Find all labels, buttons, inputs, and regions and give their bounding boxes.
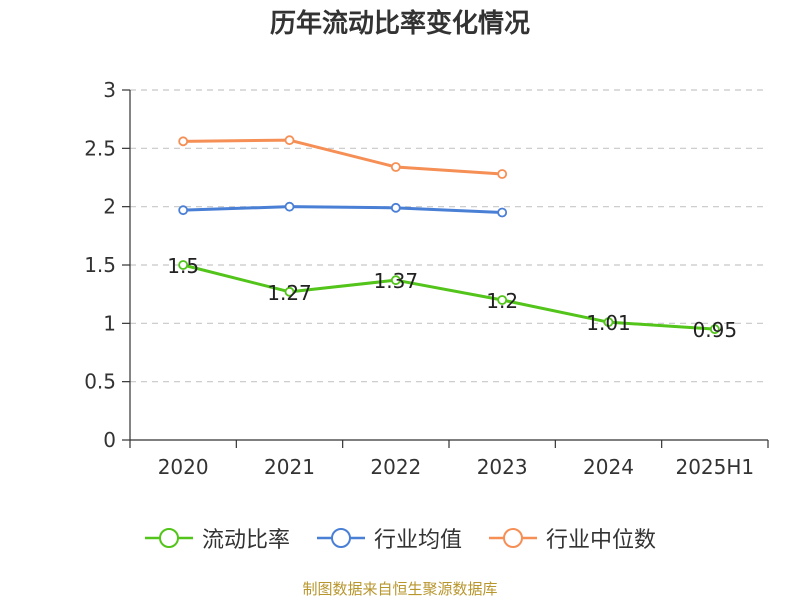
y-tick-label: 1.5 (84, 253, 116, 277)
data-point (390, 162, 401, 172)
data-point (178, 136, 189, 147)
data-point (178, 260, 189, 270)
x-tick-label: 2024 (583, 455, 634, 479)
x-tick-label: 2023 (477, 455, 528, 479)
data-label: 1.37 (374, 269, 419, 293)
x-tick-label: 2022 (370, 455, 421, 479)
data-point (284, 286, 295, 297)
data-point (603, 317, 614, 328)
data-label: 0.95 (693, 318, 738, 342)
data-point (390, 202, 401, 213)
legend-marker-icon (316, 528, 365, 548)
source-note: 制图数据来自恒生聚源数据库 (302, 580, 498, 598)
data-point (178, 205, 189, 216)
grid-lines (130, 89, 768, 383)
data-point (497, 295, 508, 305)
data-labels: 1.5 1.27 1.37 1.2 1.01 0.95 (167, 254, 737, 342)
legend-label: 流动比率 (201, 528, 290, 553)
data-label: 1.2 (486, 289, 518, 313)
data-point (709, 324, 720, 335)
y-tick-label: 2 (103, 195, 116, 219)
legend: 流动比率 行业均值 行业中位数 (0, 520, 800, 556)
y-tick-label: 1 (103, 311, 116, 335)
axes: 0 0.5 1 1.5 2 2.5 3 2020 2021 2022 2023 2024 2025H1 (84, 78, 769, 479)
y-tick-label: 2.5 (84, 136, 116, 160)
series-line (181, 138, 504, 176)
data-point (284, 201, 295, 212)
chart-title: 历年流动比率变化情况 (269, 9, 530, 39)
data-point (497, 169, 508, 179)
x-tick-label: 2025H1 (675, 455, 754, 479)
legend-marker-icon (144, 528, 193, 548)
legend-item[interactable]: 行业中位数 (488, 522, 656, 554)
series-line (181, 263, 717, 331)
data-label: 1.27 (267, 281, 312, 305)
legend-marker-icon (489, 528, 537, 548)
data-point (497, 207, 508, 218)
series-lines (178, 135, 720, 335)
y-tick-label: 0 (103, 428, 116, 452)
data-label: 1.01 (586, 311, 631, 335)
legend-item[interactable]: 行业均值 (316, 522, 462, 554)
legend-item[interactable]: 流动比率 (144, 522, 290, 554)
series-line (181, 205, 504, 214)
x-tick-label: 2021 (264, 455, 315, 479)
data-label: 1.5 (167, 254, 199, 278)
legend-label: 行业均值 (373, 528, 462, 553)
x-tick-label: 2020 (158, 455, 209, 479)
y-tick-label: 0.5 (84, 370, 116, 394)
legend-label: 行业中位数 (546, 528, 657, 553)
data-point (284, 135, 295, 146)
data-point (390, 275, 401, 286)
y-tick-label: 3 (103, 78, 116, 102)
